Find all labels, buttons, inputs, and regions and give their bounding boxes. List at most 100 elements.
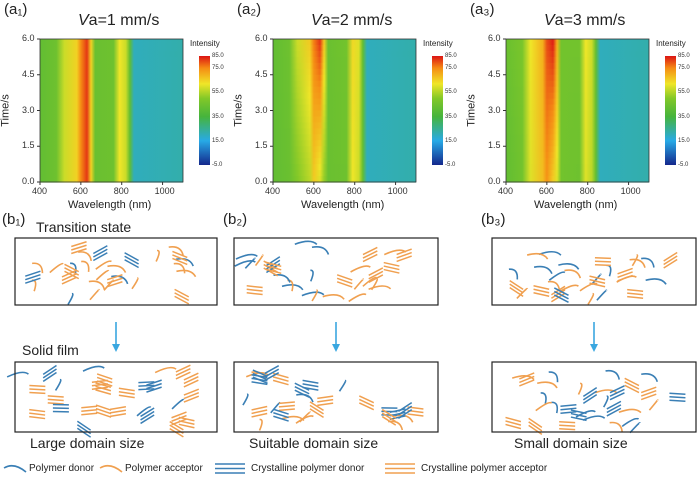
- arrow-head-icon: [112, 344, 120, 352]
- polymer-donor-chain: [70, 262, 77, 275]
- heatmap-row: [506, 152, 649, 159]
- crystalline-acceptor-stack: [178, 416, 195, 429]
- colorbar-tick: 85.0: [212, 53, 224, 59]
- x-tick-label: 600: [538, 186, 554, 196]
- colorbar-tick: -5.0: [445, 162, 456, 168]
- polymer-donor-chain: [645, 278, 667, 285]
- colorbar-tick: 35.0: [212, 113, 224, 120]
- polymer-acceptor-chain: [368, 285, 392, 290]
- crystalline-acceptor-stack: [381, 408, 397, 426]
- polymer-acceptor-chain: [322, 294, 345, 300]
- crystalline-acceptor-stack: [251, 405, 268, 418]
- polymer-donor-chain: [54, 378, 62, 391]
- x-axis-label: Wavelength (nm): [68, 199, 152, 211]
- solid-film-box: [14, 361, 218, 433]
- polymer-donor-chain: [175, 257, 194, 267]
- heatmap-row: [506, 116, 649, 124]
- heatmap-row: [506, 44, 649, 52]
- colorbar-tick: 75.0: [445, 65, 457, 72]
- heatmap-row: [273, 92, 416, 100]
- heatmap-row: [506, 140, 649, 147]
- panel-label: (b₃): [481, 211, 506, 228]
- polymer-acceptor-chain: [31, 279, 37, 292]
- heatmap-row: [506, 39, 649, 46]
- polymer-acceptor-chain: [173, 262, 186, 274]
- polymer-acceptor-chain: [81, 260, 90, 272]
- y-axis-label: Time/s: [232, 93, 245, 127]
- polymer-acceptor-chain: [609, 421, 623, 432]
- panel-label: (b₁): [2, 211, 26, 228]
- y-tick-label: 0.0: [488, 176, 501, 186]
- polymer-donor-chain: [242, 393, 249, 406]
- polymer-acceptor-chain: [95, 260, 112, 270]
- y-tick-label: 6.0: [22, 33, 35, 43]
- polymer-acceptor-chain: [516, 287, 529, 300]
- polymer-acceptor-chain: [559, 284, 579, 293]
- y-tick-label: 3.0: [22, 104, 35, 115]
- heatmap-row: [506, 128, 649, 135]
- colorbar-label: Intensity: [656, 39, 686, 48]
- polymer-donor-chain: [533, 265, 553, 274]
- heatmap-row: [506, 146, 649, 153]
- polymer-acceptor-chain: [631, 254, 639, 267]
- polymer-acceptor-chain: [168, 246, 184, 256]
- crystalline-acceptor-stack: [106, 274, 123, 288]
- crystalline-donor-stack: [124, 252, 139, 269]
- crystalline-donor-stack: [389, 408, 406, 421]
- heatmap-row: [273, 122, 416, 129]
- polymer-acceptor-chain: [618, 408, 642, 414]
- polymer-donor-chain: [136, 406, 152, 417]
- x-tick-label: 800: [346, 186, 362, 196]
- x-axis-label: Wavelength (nm): [534, 199, 618, 211]
- polymer-donor-chain: [234, 260, 256, 267]
- x-tick-label: 800: [579, 186, 595, 196]
- crystalline-acceptor-stack: [358, 395, 375, 411]
- legend-label: Crystalline polymer donor: [251, 463, 365, 474]
- polymer-donor-chain: [606, 264, 612, 277]
- crystalline-acceptor-stack: [29, 408, 46, 420]
- polymer-donor-chain: [596, 289, 608, 301]
- polymer-donor-chain: [641, 257, 655, 268]
- heatmap-row: [40, 92, 183, 100]
- heatmap-row: [40, 110, 183, 118]
- legend-curve-icon: [3, 464, 27, 473]
- crystalline-acceptor-stack: [505, 416, 522, 430]
- heatmap-row: [273, 146, 416, 153]
- polymer-acceptor-chain: [648, 399, 659, 411]
- heatmap-row: [40, 50, 183, 58]
- solid-film-box: [233, 361, 439, 433]
- polymer-donor-chain: [538, 250, 562, 256]
- crystalline-acceptor-stack: [71, 241, 87, 255]
- y-tick-label: 4.5: [22, 68, 35, 79]
- crystalline-donor-stack: [560, 403, 577, 414]
- panel-label: (b₂): [223, 211, 248, 228]
- polymer-donor-chain: [281, 284, 304, 291]
- polymer-acceptor-chain: [587, 292, 595, 305]
- crystalline-donor-stack: [146, 379, 162, 393]
- heatmap-row: [273, 134, 416, 141]
- crystalline-acceptor-stack: [309, 401, 324, 419]
- colorbar-tick: 55.0: [678, 89, 690, 96]
- crystalline-donor-stack: [252, 369, 268, 385]
- polymer-donor-chain: [338, 379, 347, 392]
- polymer-acceptor-chain: [176, 269, 197, 278]
- crystalline-acceptor-stack: [624, 377, 640, 394]
- polymer-acceptor-chain: [107, 264, 127, 273]
- crystalline-donor-stack: [570, 409, 587, 422]
- crystalline-donor-stack: [138, 381, 155, 391]
- polymer-donor-chain: [6, 371, 29, 378]
- heatmap-row: [40, 68, 183, 76]
- heatmap-row: [506, 176, 649, 183]
- heatmap-row: [40, 176, 183, 183]
- heatmap-row: [506, 68, 649, 76]
- heatmap-row: [40, 39, 183, 46]
- polymer-donor-chain: [294, 240, 318, 246]
- polymer-acceptor-chain: [155, 249, 160, 262]
- legend-lines-icon: [215, 463, 245, 474]
- polymer-acceptor-chain: [295, 415, 314, 424]
- polymer-acceptor-chain: [535, 401, 553, 412]
- domain-size-caption: Large domain size: [30, 435, 145, 451]
- polymer-donor-chain: [244, 257, 256, 269]
- crystalline-acceptor-stack: [81, 405, 98, 416]
- heatmap-row: [506, 92, 649, 100]
